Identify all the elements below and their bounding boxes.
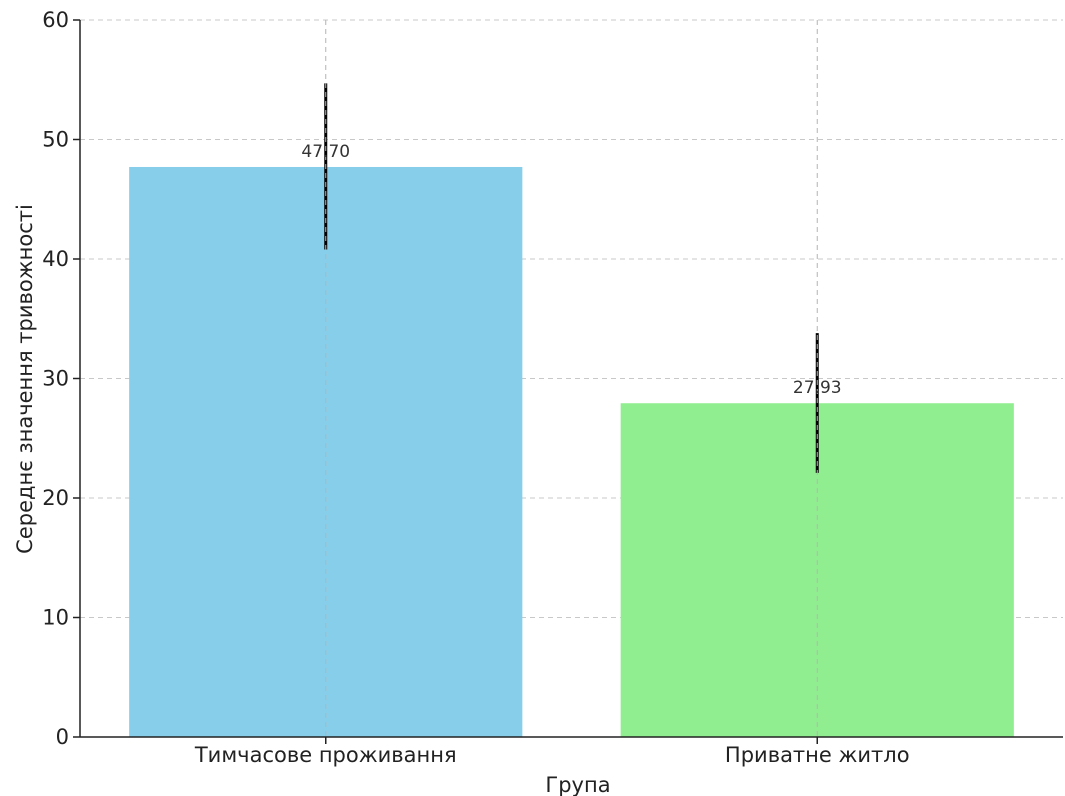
y-tick-label: 50 xyxy=(42,128,69,152)
x-tick-label: Тимчасове проживання xyxy=(194,743,457,767)
y-tick-label: 20 xyxy=(42,486,69,510)
y-tick-label: 40 xyxy=(42,247,69,271)
bars xyxy=(129,167,1014,737)
y-axis-title: Середнє значення тривожності xyxy=(13,204,37,554)
y-tick-label: 10 xyxy=(42,606,69,630)
x-axis-title: Група xyxy=(545,773,610,796)
y-tick-label: 30 xyxy=(42,367,69,391)
x-tick-label: Приватне житло xyxy=(725,743,910,767)
y-tick-label: 60 xyxy=(42,8,69,32)
bar-value-label: 27.93 xyxy=(793,378,842,398)
bar-value-label: 47.70 xyxy=(301,142,350,162)
y-tick-label: 0 xyxy=(56,725,69,749)
